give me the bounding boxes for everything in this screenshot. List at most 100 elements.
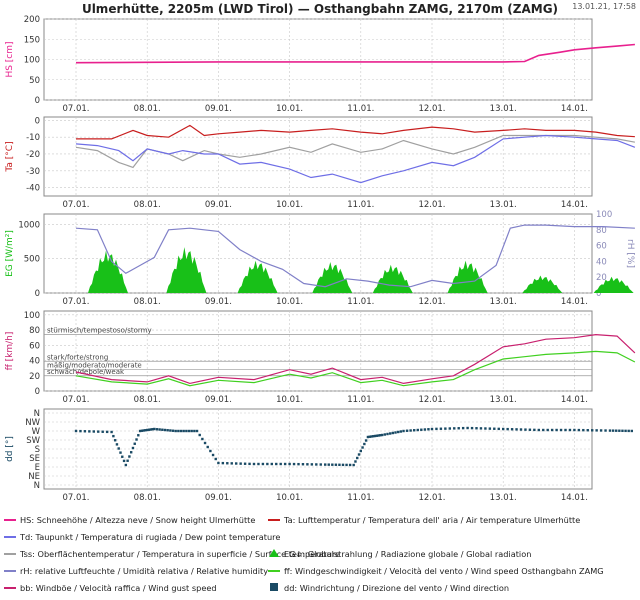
y2-axis-label: rH [%]: [625, 239, 635, 268]
dd-point: [198, 433, 201, 437]
dd-point: [427, 428, 430, 431]
dd-point: [226, 462, 229, 465]
dd-point: [352, 463, 355, 467]
dd-point: [248, 462, 251, 466]
x-tick-label: 13.01.: [490, 297, 517, 307]
x-tick-label: 08.01.: [134, 104, 161, 114]
dd-point: [301, 463, 305, 466]
x-tick-label: 13.01.: [490, 395, 517, 405]
dd-point: [354, 460, 357, 463]
dd-point: [292, 462, 296, 466]
dd-point: [533, 428, 536, 432]
dd-point: [595, 429, 598, 432]
legend-entry-dd: dd: Windrichtung / Direzione del vento /…: [284, 583, 509, 593]
y-tick-label: 20: [29, 372, 40, 382]
dd-point: [399, 430, 403, 433]
x-tick-label: 09.01.: [205, 493, 232, 503]
dd-point: [608, 429, 612, 432]
y-axis-label: ff [km/h]: [5, 332, 15, 371]
y2-tick-label: 60: [596, 242, 607, 252]
dd-point: [185, 429, 188, 433]
dd-point: [319, 463, 322, 466]
dd-point: [187, 429, 191, 433]
eg-peak-0: [88, 250, 129, 293]
dd-point: [266, 462, 269, 466]
dd-point: [493, 427, 496, 430]
dd-point: [416, 428, 419, 432]
dd-point: [101, 430, 104, 433]
x-tick-label: 13.01.: [490, 493, 517, 503]
dd-point: [211, 453, 215, 457]
dd-point: [368, 435, 371, 438]
y-tick-label: 200: [24, 15, 40, 25]
y2-tick-label: 0: [596, 289, 601, 299]
dd-point: [528, 428, 532, 431]
x-tick-label: 08.01.: [134, 297, 161, 307]
dd-point: [129, 451, 133, 454]
y-tick-label: W: [32, 427, 41, 437]
dd-point: [146, 428, 149, 432]
y-axis-label: Ta [°C]: [5, 141, 15, 172]
x-tick-label: 14.01.: [561, 297, 588, 307]
y-tick-label: N: [34, 481, 40, 491]
x-tick-label: 14.01.: [561, 104, 588, 114]
dd-point: [155, 428, 159, 431]
dd-point: [131, 446, 135, 450]
dd-point: [621, 429, 624, 432]
dd-point: [283, 462, 287, 466]
dd-point: [315, 463, 318, 466]
eg-peak-5: [447, 260, 488, 293]
dd-point: [112, 434, 115, 438]
dd-point: [345, 463, 348, 467]
dd-point: [396, 430, 400, 434]
dd-point: [195, 429, 199, 433]
dd-point: [611, 429, 615, 432]
dd-point: [113, 439, 117, 442]
dd-point: [310, 463, 314, 466]
dd-point: [203, 441, 207, 445]
y-axis-label: EG [W/m²]: [5, 230, 15, 277]
dd-point: [357, 453, 361, 456]
dd-point: [506, 427, 509, 431]
dd-point: [599, 429, 603, 432]
dd-point: [461, 426, 465, 430]
wind-band-label: mäßig/moderato/moderate: [47, 362, 142, 370]
dd-point: [363, 442, 366, 446]
y-tick-label: 0: [35, 96, 40, 106]
dd-point: [88, 430, 91, 433]
td-line: [75, 134, 636, 184]
dd-point: [147, 428, 151, 431]
dd-point: [209, 449, 212, 453]
dd-point: [502, 427, 505, 431]
dd-point: [214, 457, 217, 461]
x-tick-label: 08.01.: [134, 200, 161, 210]
dd-point: [383, 433, 387, 436]
legend-entry-ff: ff: Windgeschwindigkeit / Velocità del v…: [284, 566, 604, 576]
x-tick-label: 11.01.: [347, 104, 374, 114]
wind-band-label: stark/forte/strong: [47, 353, 108, 361]
dd-point: [409, 429, 412, 432]
dd-point: [630, 429, 634, 433]
x-tick-label: 10.01.: [276, 395, 303, 405]
y-tick-label: 40: [29, 357, 40, 367]
y-tick-label: SE: [29, 454, 40, 464]
dd-point: [618, 429, 621, 432]
y-tick-label: -10: [26, 133, 40, 143]
dd-point: [542, 428, 545, 432]
x-tick-label: 12.01.: [418, 200, 445, 210]
dd-point: [497, 427, 500, 431]
dd-point: [624, 429, 627, 433]
y-tick-label: SW: [26, 436, 40, 446]
x-tick-label: 07.01.: [62, 104, 89, 114]
dd-point: [252, 462, 256, 466]
dd-point: [413, 429, 416, 432]
legend-entry-tss: Tss: Oberflächentemperatur / Temperatura…: [19, 549, 340, 559]
x-tick-label: 13.01.: [490, 104, 517, 114]
dd-point: [169, 429, 172, 432]
dd-point: [568, 428, 572, 432]
y2-tick-label: 20: [596, 273, 607, 283]
dd-point: [379, 434, 382, 437]
dd-point: [430, 427, 434, 431]
y2-tick-label: 100: [596, 210, 612, 220]
